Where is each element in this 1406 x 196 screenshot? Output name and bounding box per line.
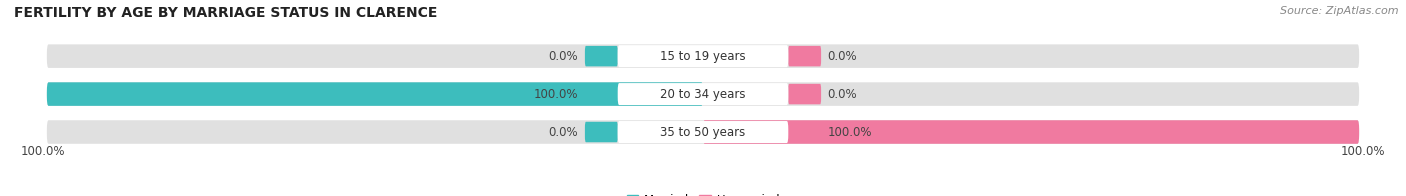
Text: FERTILITY BY AGE BY MARRIAGE STATUS IN CLARENCE: FERTILITY BY AGE BY MARRIAGE STATUS IN C… [14, 6, 437, 20]
FancyBboxPatch shape [789, 46, 821, 66]
Text: 20 to 34 years: 20 to 34 years [661, 88, 745, 101]
FancyBboxPatch shape [585, 122, 617, 142]
FancyBboxPatch shape [789, 84, 821, 104]
FancyBboxPatch shape [617, 45, 789, 67]
FancyBboxPatch shape [46, 44, 1360, 68]
FancyBboxPatch shape [617, 83, 789, 105]
FancyBboxPatch shape [46, 120, 1360, 144]
FancyBboxPatch shape [585, 46, 617, 66]
FancyBboxPatch shape [617, 121, 789, 143]
FancyBboxPatch shape [46, 82, 1360, 106]
Text: 100.0%: 100.0% [21, 145, 65, 158]
FancyBboxPatch shape [789, 122, 821, 142]
FancyBboxPatch shape [703, 120, 1360, 144]
Text: 100.0%: 100.0% [828, 125, 872, 139]
Text: 15 to 19 years: 15 to 19 years [661, 50, 745, 63]
Text: 0.0%: 0.0% [548, 125, 578, 139]
Text: 100.0%: 100.0% [1341, 145, 1385, 158]
Text: Source: ZipAtlas.com: Source: ZipAtlas.com [1281, 6, 1399, 16]
Text: 35 to 50 years: 35 to 50 years [661, 125, 745, 139]
Text: 0.0%: 0.0% [548, 50, 578, 63]
FancyBboxPatch shape [46, 82, 703, 106]
Legend: Married, Unmarried: Married, Unmarried [621, 189, 785, 196]
Text: 100.0%: 100.0% [534, 88, 578, 101]
FancyBboxPatch shape [585, 84, 617, 104]
Text: 0.0%: 0.0% [828, 88, 858, 101]
Text: 0.0%: 0.0% [828, 50, 858, 63]
